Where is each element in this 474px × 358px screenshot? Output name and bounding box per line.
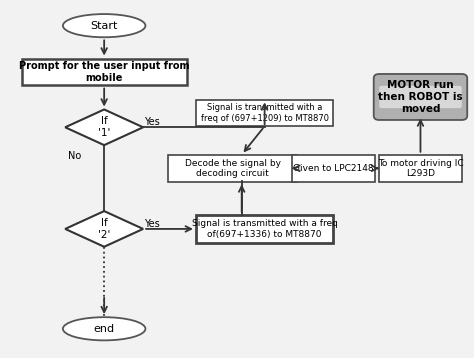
FancyBboxPatch shape (196, 100, 333, 126)
Text: To motor driving IC
L293D: To motor driving IC L293D (378, 159, 463, 178)
Text: Signal is transmitted with a
freq of (697+1209) to MT8870: Signal is transmitted with a freq of (69… (201, 103, 328, 123)
FancyBboxPatch shape (292, 155, 374, 182)
Text: Prompt for the user input from
mobile: Prompt for the user input from mobile (19, 61, 190, 83)
Text: No: No (68, 151, 81, 161)
Ellipse shape (63, 14, 146, 37)
Text: Yes: Yes (145, 219, 160, 228)
Ellipse shape (63, 317, 146, 340)
FancyBboxPatch shape (379, 155, 462, 182)
FancyBboxPatch shape (196, 215, 333, 243)
FancyBboxPatch shape (379, 86, 462, 108)
Polygon shape (65, 211, 143, 247)
Text: Given to LPC2148: Given to LPC2148 (293, 164, 374, 173)
Text: If
'1': If '1' (98, 116, 110, 138)
Text: Yes: Yes (145, 117, 160, 127)
Text: Start: Start (91, 21, 118, 31)
FancyBboxPatch shape (168, 155, 297, 182)
FancyBboxPatch shape (22, 59, 187, 86)
Text: Signal is transmitted with a freq
of(697+1336) to MT8870: Signal is transmitted with a freq of(697… (191, 219, 337, 239)
Text: Decode the signal by
decoding circuit: Decode the signal by decoding circuit (184, 159, 281, 178)
Text: If
'2': If '2' (98, 218, 110, 240)
Text: end: end (93, 324, 115, 334)
Text: MOTOR run
then ROBOT is
moved: MOTOR run then ROBOT is moved (378, 81, 463, 113)
FancyBboxPatch shape (374, 74, 467, 120)
Polygon shape (65, 110, 143, 145)
